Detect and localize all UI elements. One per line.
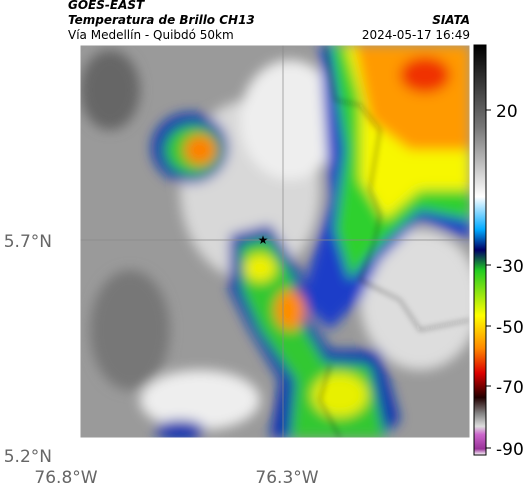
- timestamp: 2024-05-17 16:49: [362, 28, 470, 42]
- latitude-label: 5.7°N: [4, 232, 52, 252]
- colorbar-tick-label: -50: [496, 318, 524, 338]
- colorbar: [473, 44, 487, 456]
- subtitle: Temperatura de Brillo CH13: [68, 13, 255, 27]
- source: SIATA: [432, 13, 470, 27]
- longitude-label: 76.8°W: [34, 468, 97, 488]
- colorbar-ticks: [486, 109, 491, 449]
- latitude-label: 5.2°N: [4, 447, 52, 467]
- location-marker: ★: [258, 233, 269, 247]
- colorbar-tick-label: -90: [496, 440, 524, 460]
- satellite-image: ★: [80, 45, 470, 438]
- longitude-label: 76.3°W: [255, 468, 318, 488]
- colorbar-tick-label: 20: [496, 102, 518, 122]
- colorbar-tick-label: -70: [496, 378, 524, 398]
- title: GOES-EAST: [68, 0, 145, 12]
- region: Vía Medellín - Quibdó 50km: [68, 28, 234, 42]
- colorbar-tick-label: -30: [496, 257, 524, 277]
